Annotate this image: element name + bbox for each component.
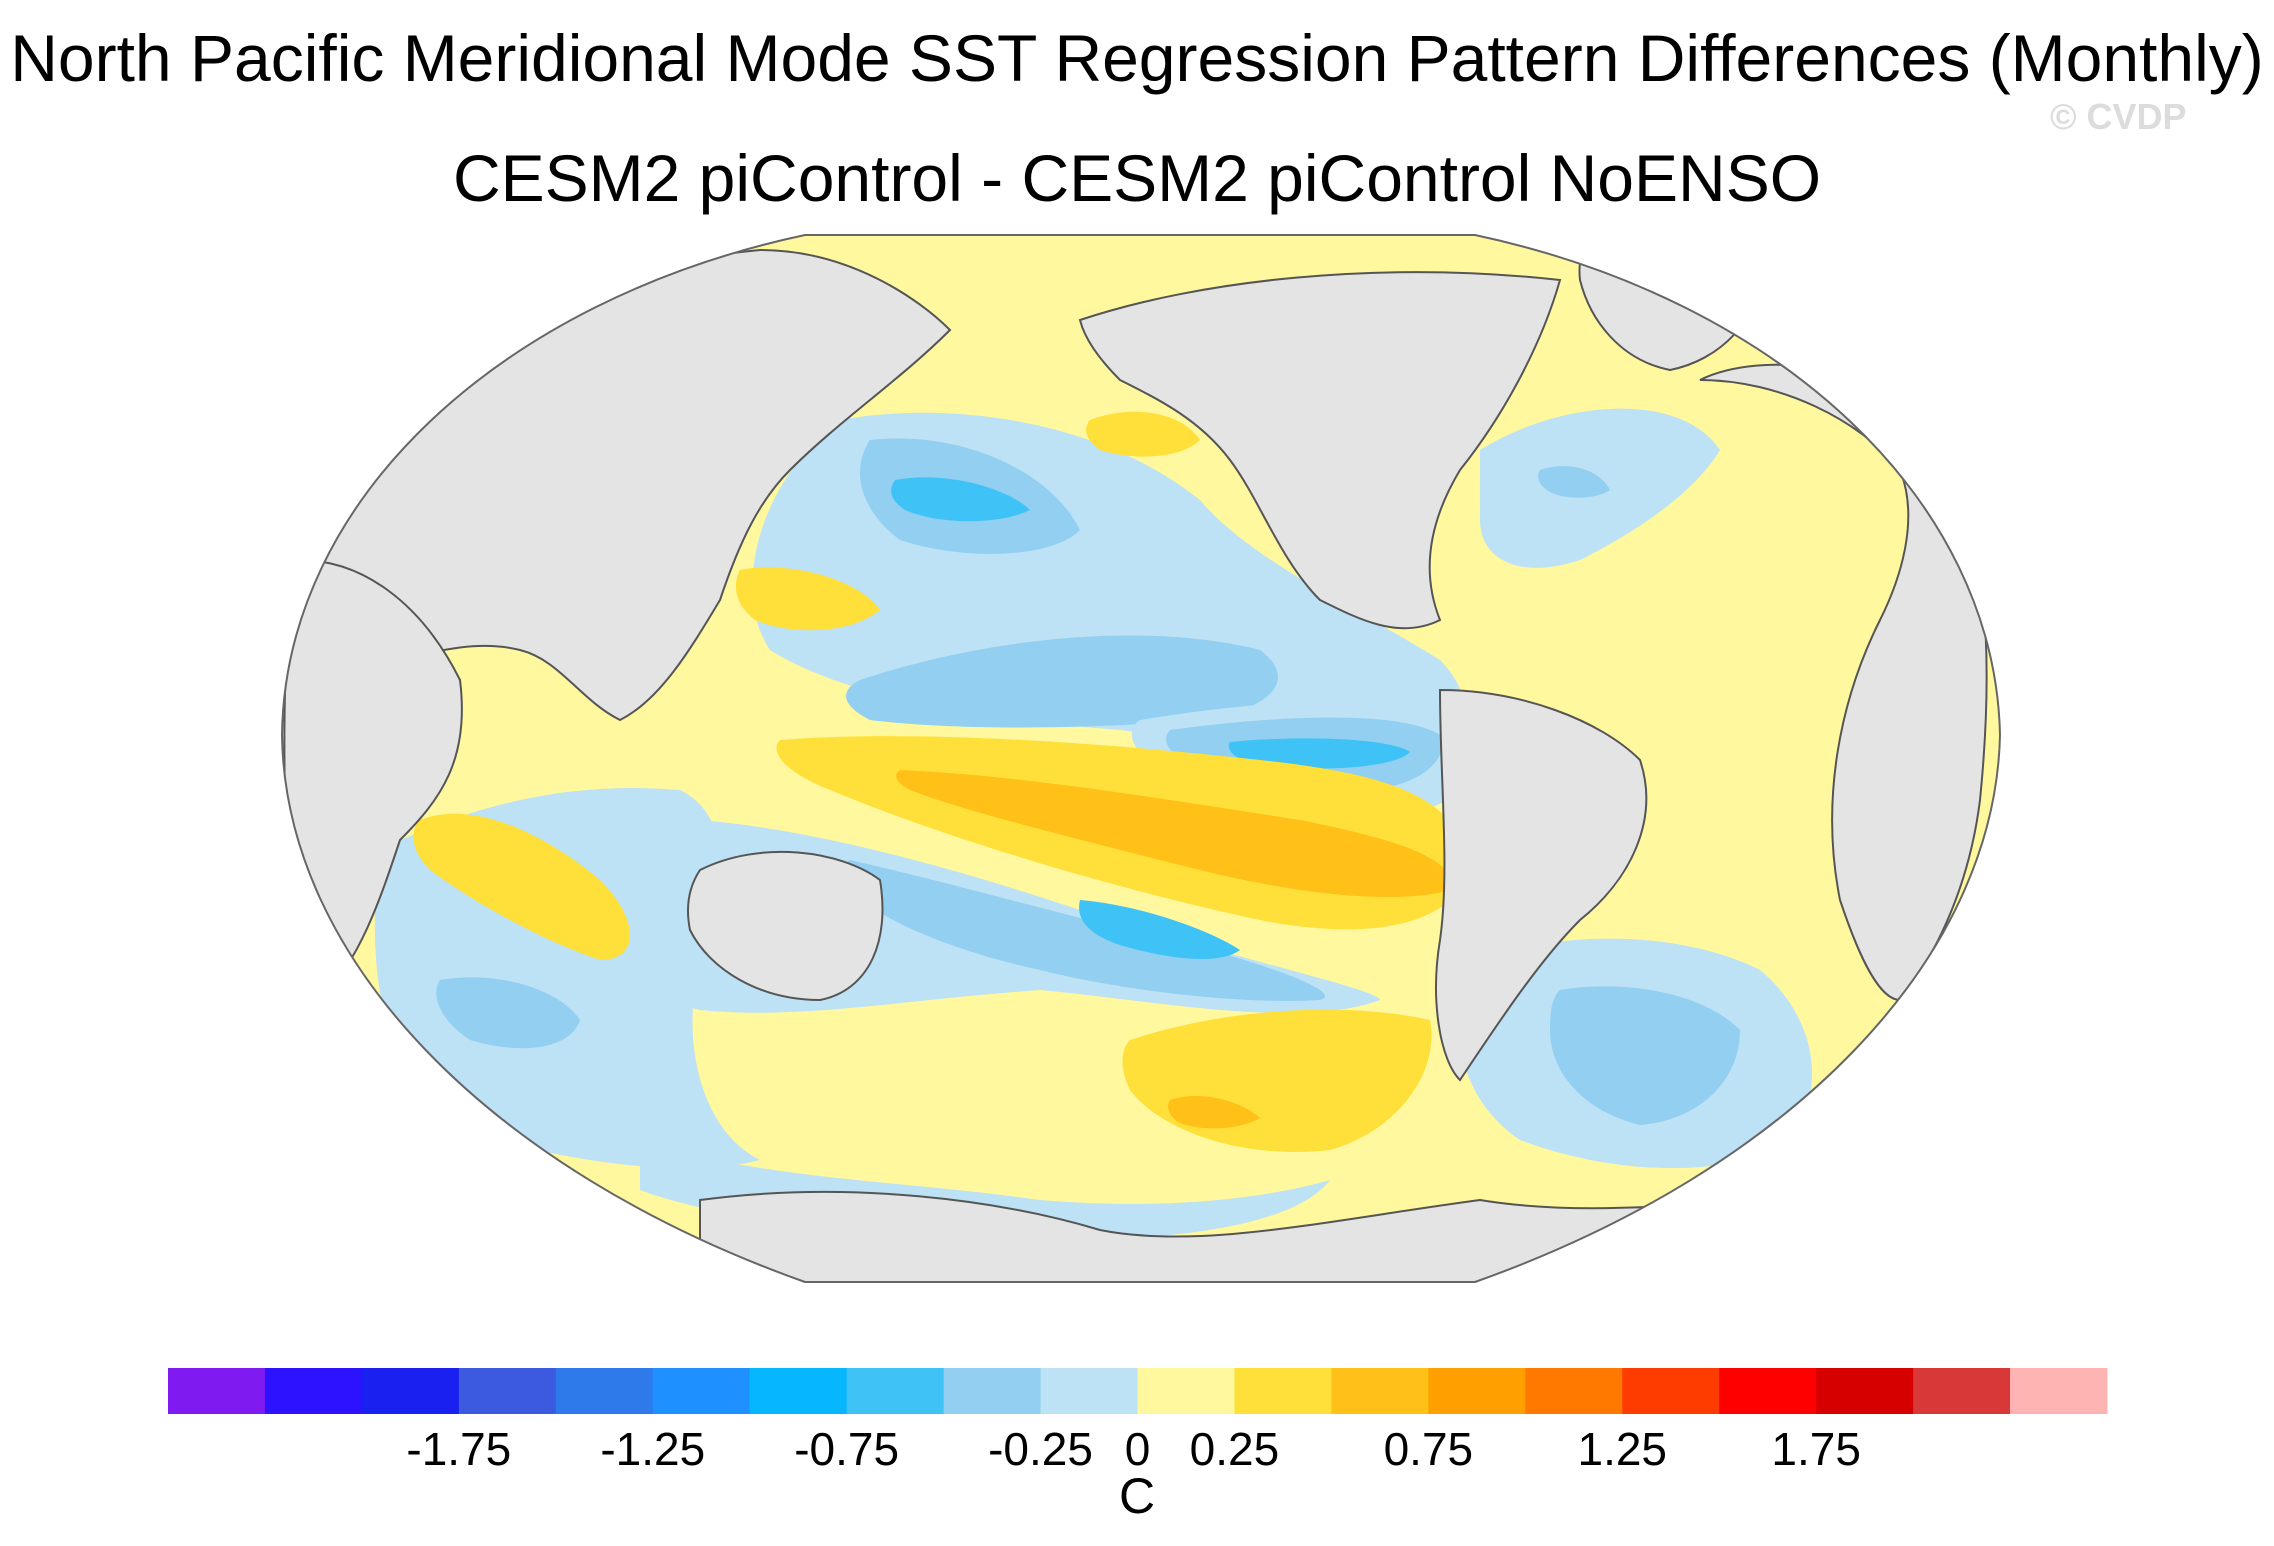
colorbar-tick-label: -0.25 (988, 1423, 1093, 1475)
australia (687, 850, 884, 1002)
colorbar-box (555, 1368, 654, 1414)
cvdp-watermark: © CVDP (2050, 96, 2187, 137)
colorbar-box (264, 1368, 363, 1414)
figure-subtitle: CESM2 piControl - CESM2 piControl NoENSO (452, 141, 1822, 215)
south-indian-blue-core (436, 977, 580, 1049)
colorbar-box (1137, 1368, 1235, 1414)
colorbar-tick-label: 0.75 (1384, 1423, 1474, 1475)
colorbar-tick-label: -1.25 (600, 1423, 705, 1475)
colorbar-box (749, 1368, 848, 1414)
colorbar-box (846, 1368, 945, 1414)
colorbar-box (1234, 1368, 1332, 1414)
colorbar-box (361, 1368, 460, 1414)
colorbar-tick-label: -1.75 (406, 1423, 511, 1475)
central-north-pacific-blue-band (846, 635, 1278, 728)
colorbar-tick-label: -0.75 (794, 1423, 899, 1475)
colorbar-units-label: C (1118, 1468, 1156, 1524)
west-pacific-warm-patch (735, 567, 880, 631)
colorbar-tick-label: 1.75 (1771, 1423, 1861, 1475)
colorbar-boxes (168, 1368, 2108, 1414)
colorbar-tick-label: 1.25 (1577, 1423, 1667, 1475)
colorbar-box (1913, 1368, 2011, 1414)
north-atlantic-blue-core (1538, 466, 1610, 498)
colorbar-box (1331, 1368, 1429, 1414)
eastern-tropical-north-pacific-blue-min (1228, 738, 1410, 769)
north-america (1078, 271, 1562, 630)
colorbar-box (168, 1368, 266, 1414)
colorbar-box (943, 1368, 1042, 1414)
south-atlantic-blue-core (1550, 986, 1740, 1125)
colorbar-box (1719, 1368, 1817, 1414)
colorbar-tick-label: 0.25 (1190, 1423, 1280, 1475)
africa (283, 558, 463, 1002)
figure-title: North Pacific Meridional Mode SST Regres… (10, 21, 2264, 95)
colorbar-box (1040, 1368, 1138, 1414)
tropical-pacific-warm-core (896, 770, 1452, 898)
colorbar-box (458, 1368, 557, 1414)
map-frame (280, 234, 2002, 1283)
north-pacific-blue-min (891, 477, 1030, 522)
colorbar-tick-label: 0 (1125, 1423, 1151, 1475)
colorbar-box (1428, 1368, 1526, 1414)
south-pacific-warm-core (1168, 1096, 1260, 1129)
indian-ocean-warm-patch (413, 813, 630, 960)
colorbar-box (1816, 1368, 1914, 1414)
south-pacific-blue-tongue-min (1079, 900, 1240, 960)
colorbar-box (1525, 1368, 1623, 1414)
colorbar-box (652, 1368, 751, 1414)
colorbar-box (1622, 1368, 1720, 1414)
colorbar-tick-labels: -1.75 -1.25 -0.75 -0.25 0 0.25 0.75 1.25 1.75 (406, 1423, 1860, 1475)
gulf-of-alaska-warm-patch (1086, 411, 1200, 457)
south-pacific-blue-tongue-core (843, 860, 1326, 1001)
colorbar-box (2010, 1368, 2108, 1414)
south-america (1435, 688, 1648, 1082)
